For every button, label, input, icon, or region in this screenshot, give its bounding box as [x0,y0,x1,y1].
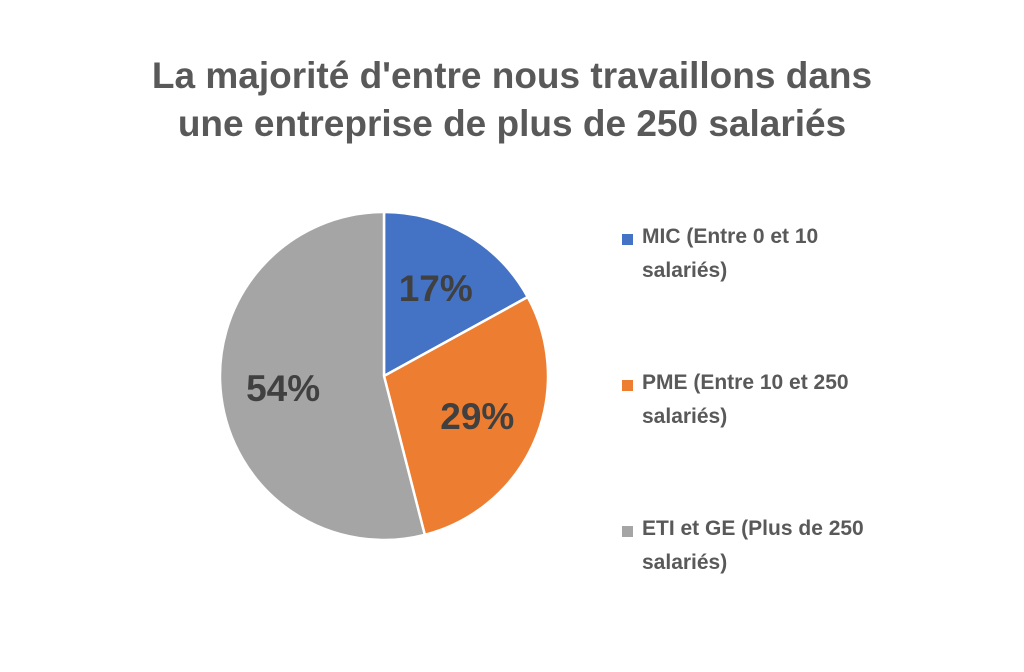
legend-label-eti-ge: ETI et GE (Plus de 250 salariés) [642,517,864,574]
legend-swatch-mic [622,234,633,245]
legend-swatch-pme [622,380,633,391]
chart-title: La majorité d'entre nous travaillons dan… [151,55,873,144]
pie-slice-pme [382,295,550,537]
data-label-pme: 29% [440,396,514,437]
legend-item-eti-ge: ETI et GE (Plus de 250 salariés) [622,512,922,658]
legend-item-pme: PME (Entre 10 et 250 salariés) [622,366,922,512]
pie-slice-eti-ge [218,210,427,542]
legend-label-pme: PME (Entre 10 et 250 salariés) [642,371,849,428]
legend-item-mic: MIC (Entre 0 et 10 salariés) [622,220,922,366]
data-label-eti-ge: 54% [246,368,320,409]
chart-legend: MIC (Entre 0 et 10 salariés) PME (Entre … [622,220,922,658]
pie-slice-mic [382,210,529,378]
legend-label-mic: MIC (Entre 0 et 10 salariés) [642,225,819,282]
data-label-mic: 17% [399,268,473,309]
legend-swatch-eti-ge [622,526,633,537]
